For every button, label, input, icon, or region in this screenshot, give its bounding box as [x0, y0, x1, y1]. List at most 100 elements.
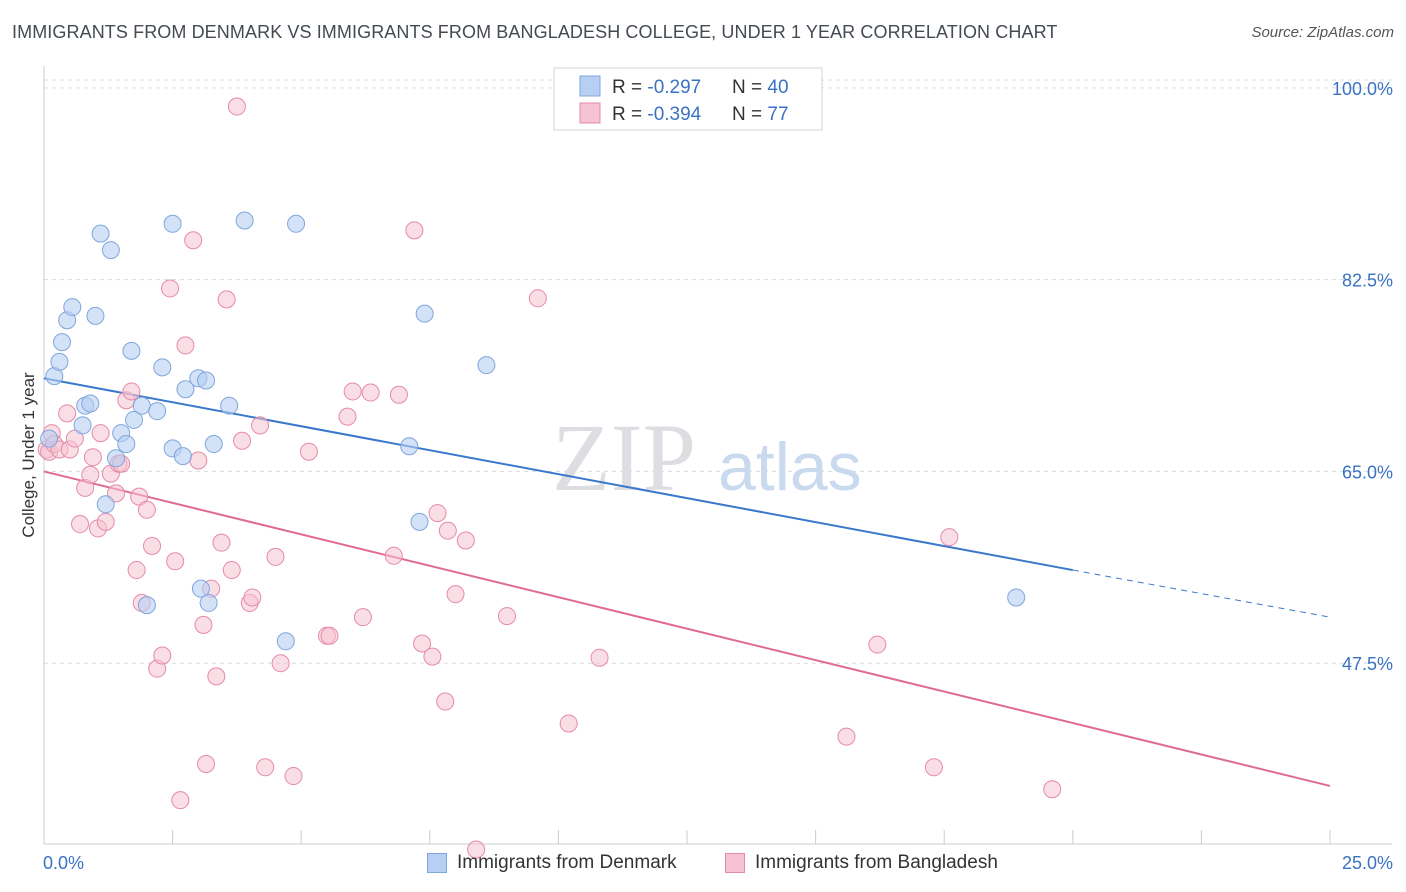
point-denmark-32: [276, 632, 295, 651]
legend-item-bangladesh: Immigrants from Bangladesh: [725, 852, 998, 874]
point-bangladesh-52: [320, 626, 339, 645]
point-bangladesh-29: [166, 552, 185, 571]
point-denmark-36: [415, 304, 434, 323]
point-bangladesh-22: [130, 487, 149, 506]
point-denmark-13: [117, 435, 136, 454]
point-denmark-11: [107, 449, 126, 468]
point-denmark-39: [40, 429, 59, 448]
legend-top: R = -0.297 N = 40 R = -0.394 N = 77: [553, 67, 823, 131]
legend-bottom-swatch-denmark: [427, 853, 447, 873]
trend-line-denmark-extension: [1072, 569, 1331, 618]
point-denmark-37: [477, 356, 496, 375]
y-tick-label-1: 65.0%: [1342, 462, 1393, 482]
point-bangladesh-71: [590, 648, 609, 667]
point-bangladesh-69: [528, 289, 547, 308]
watermark-atlas: atlas: [718, 429, 862, 505]
point-denmark-2: [53, 333, 72, 352]
trend-line-denmark: [43, 377, 1073, 572]
point-denmark-10: [101, 241, 120, 260]
point-bangladesh-24: [137, 500, 156, 519]
point-denmark-20: [153, 358, 172, 377]
svg-text:R = -0.297: R = -0.297: [612, 77, 701, 98]
points-layer: [37, 97, 1062, 859]
point-denmark-28: [199, 593, 218, 612]
point-bangladesh-34: [194, 615, 213, 634]
point-denmark-4: [63, 298, 82, 317]
legend-swatch-denmark: [579, 75, 601, 97]
point-bangladesh-61: [423, 647, 442, 666]
point-bangladesh-75: [940, 528, 959, 547]
point-bangladesh-59: [405, 221, 424, 240]
point-bangladesh-14: [96, 512, 115, 531]
point-bangladesh-37: [207, 667, 226, 686]
trend-layer: [43, 377, 1331, 787]
point-denmark-23: [173, 447, 192, 466]
point-bangladesh-27: [153, 646, 172, 665]
legend-bottom-label-bangladesh: Immigrants from Bangladesh: [755, 852, 998, 873]
point-denmark-19: [148, 402, 167, 421]
point-bangladesh-38: [212, 533, 231, 552]
point-bangladesh-73: [868, 635, 887, 654]
svg-text:R = -0.394: R = -0.394: [612, 104, 702, 125]
legend-swatch-bangladesh: [579, 102, 601, 124]
point-bangladesh-47: [266, 547, 285, 566]
point-bangladesh-50: [299, 442, 318, 461]
legend-n-value-bangladesh: 77: [767, 104, 788, 125]
point-bangladesh-28: [161, 279, 180, 298]
point-bangladesh-54: [343, 382, 362, 401]
point-denmark-7: [81, 394, 100, 413]
point-bangladesh-66: [456, 531, 475, 550]
point-bangladesh-72: [837, 727, 856, 746]
legend-item-denmark: Immigrants from Denmark: [427, 852, 677, 874]
point-denmark-34: [400, 437, 419, 456]
point-bangladesh-60: [413, 634, 432, 653]
point-denmark-27: [197, 371, 216, 390]
point-bangladesh-39: [217, 290, 236, 309]
point-bangladesh-49: [284, 767, 303, 786]
legend-r-value-denmark: -0.297: [647, 77, 701, 98]
x-tick-label-max: 25.0%: [1342, 853, 1393, 873]
point-bangladesh-21: [127, 561, 146, 580]
point-denmark-33: [287, 214, 306, 233]
point-bangladesh-46: [256, 758, 275, 777]
y-axis-label: College, Under 1 year: [19, 372, 38, 538]
point-bangladesh-58: [389, 385, 408, 404]
legend-bottom-label-denmark: Immigrants from Denmark: [457, 852, 677, 873]
point-denmark-16: [132, 396, 151, 415]
legend-n-label-bangladesh: N =: [732, 104, 767, 125]
point-denmark-29: [204, 435, 223, 454]
point-bangladesh-45: [251, 416, 270, 435]
y-tick-label-2: 82.5%: [1342, 271, 1393, 291]
point-bangladesh-67: [467, 840, 486, 859]
watermark: ZIP atlas: [552, 404, 862, 511]
point-bangladesh-35: [197, 755, 216, 774]
point-bangladesh-76: [1043, 780, 1062, 799]
point-bangladesh-31: [176, 336, 195, 355]
legend-bottom: Immigrants from Denmark Immigrants from …: [0, 852, 1406, 878]
point-denmark-8: [86, 306, 105, 325]
y-tick-label-0: 47.5%: [1342, 654, 1393, 674]
point-bangladesh-30: [171, 791, 190, 810]
point-bangladesh-10: [81, 465, 100, 484]
x-tick-label-min: 0.0%: [43, 853, 84, 873]
point-denmark-21: [163, 214, 182, 233]
point-bangladesh-16: [107, 484, 126, 503]
point-bangladesh-32: [184, 231, 203, 250]
point-bangladesh-57: [384, 546, 403, 565]
point-bangladesh-11: [83, 448, 102, 467]
point-bangladesh-64: [438, 521, 457, 540]
svg-text:N = 77: N = 77: [732, 104, 789, 125]
legend-n-label-denmark: N =: [732, 77, 767, 98]
point-bangladesh-70: [559, 714, 578, 733]
legend-r-value-bangladesh: -0.394: [647, 104, 701, 125]
point-denmark-15: [125, 410, 144, 429]
point-denmark-24: [176, 380, 195, 399]
point-denmark-35: [410, 512, 429, 531]
point-bangladesh-62: [428, 504, 447, 523]
point-denmark-9: [91, 224, 110, 243]
svg-text:N = 40: N = 40: [732, 77, 789, 98]
point-denmark-1: [50, 352, 69, 371]
point-bangladesh-42: [233, 431, 252, 450]
watermark-zip: ZIP: [552, 404, 696, 511]
chart-title: IMMIGRANTS FROM DENMARK VS IMMIGRANTS FR…: [12, 22, 1058, 42]
